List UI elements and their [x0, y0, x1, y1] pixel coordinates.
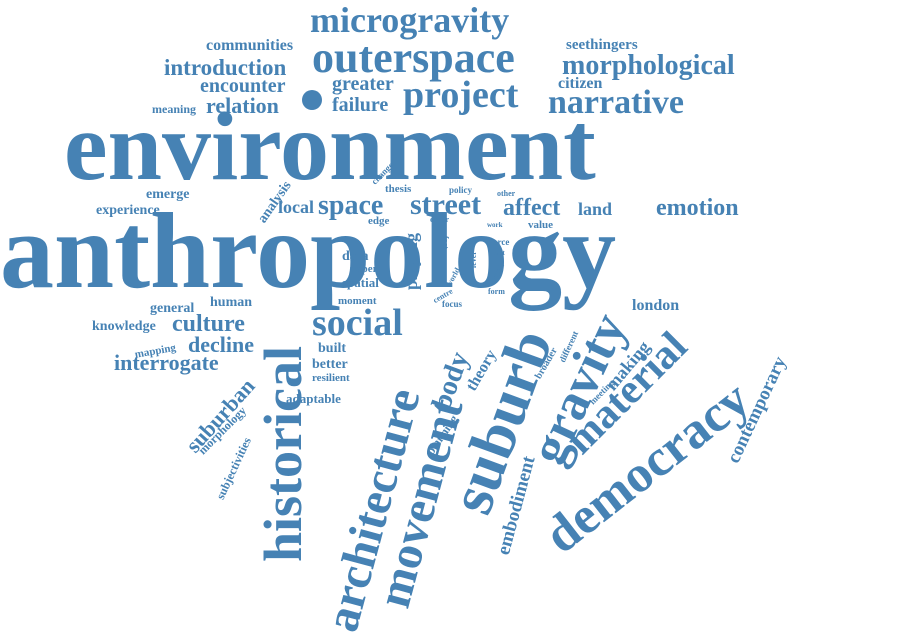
- word: greater: [332, 74, 394, 94]
- word: part: [492, 250, 505, 257]
- word: emerge: [146, 188, 190, 202]
- word: edge: [368, 216, 389, 227]
- word: relation: [206, 95, 279, 117]
- word: knowledge: [92, 320, 156, 334]
- word: form: [488, 288, 505, 296]
- word: data: [342, 250, 368, 264]
- word: interrogate: [114, 352, 219, 374]
- word: social: [312, 304, 403, 342]
- word: fact: [441, 236, 449, 249]
- word: subjectivities: [214, 436, 253, 501]
- word: experience: [96, 204, 160, 218]
- word: affect: [503, 196, 560, 220]
- word: force: [490, 238, 509, 247]
- word: project: [403, 76, 518, 114]
- word: built: [318, 342, 346, 356]
- word: spatial: [342, 276, 379, 289]
- word: human: [210, 296, 252, 310]
- word: order: [430, 216, 449, 224]
- word: paper: [350, 264, 378, 275]
- word: focus: [442, 300, 462, 309]
- word: failure: [332, 95, 388, 115]
- word: historical: [256, 346, 310, 562]
- word: land: [578, 200, 612, 218]
- word: resilient: [312, 373, 350, 384]
- word: work: [487, 222, 503, 229]
- word: citizen: [558, 76, 602, 92]
- word: value: [528, 220, 553, 231]
- word: better: [312, 358, 348, 372]
- word: meaning: [152, 103, 196, 115]
- word: thesis: [385, 184, 411, 195]
- word: emotion: [656, 196, 739, 220]
- word: london: [632, 298, 679, 314]
- word: seethingers: [566, 38, 638, 53]
- word: adaptable: [286, 392, 341, 405]
- word: playing: [402, 233, 420, 290]
- word: local: [278, 198, 314, 216]
- word: communities: [206, 38, 293, 54]
- word: level: [470, 252, 478, 268]
